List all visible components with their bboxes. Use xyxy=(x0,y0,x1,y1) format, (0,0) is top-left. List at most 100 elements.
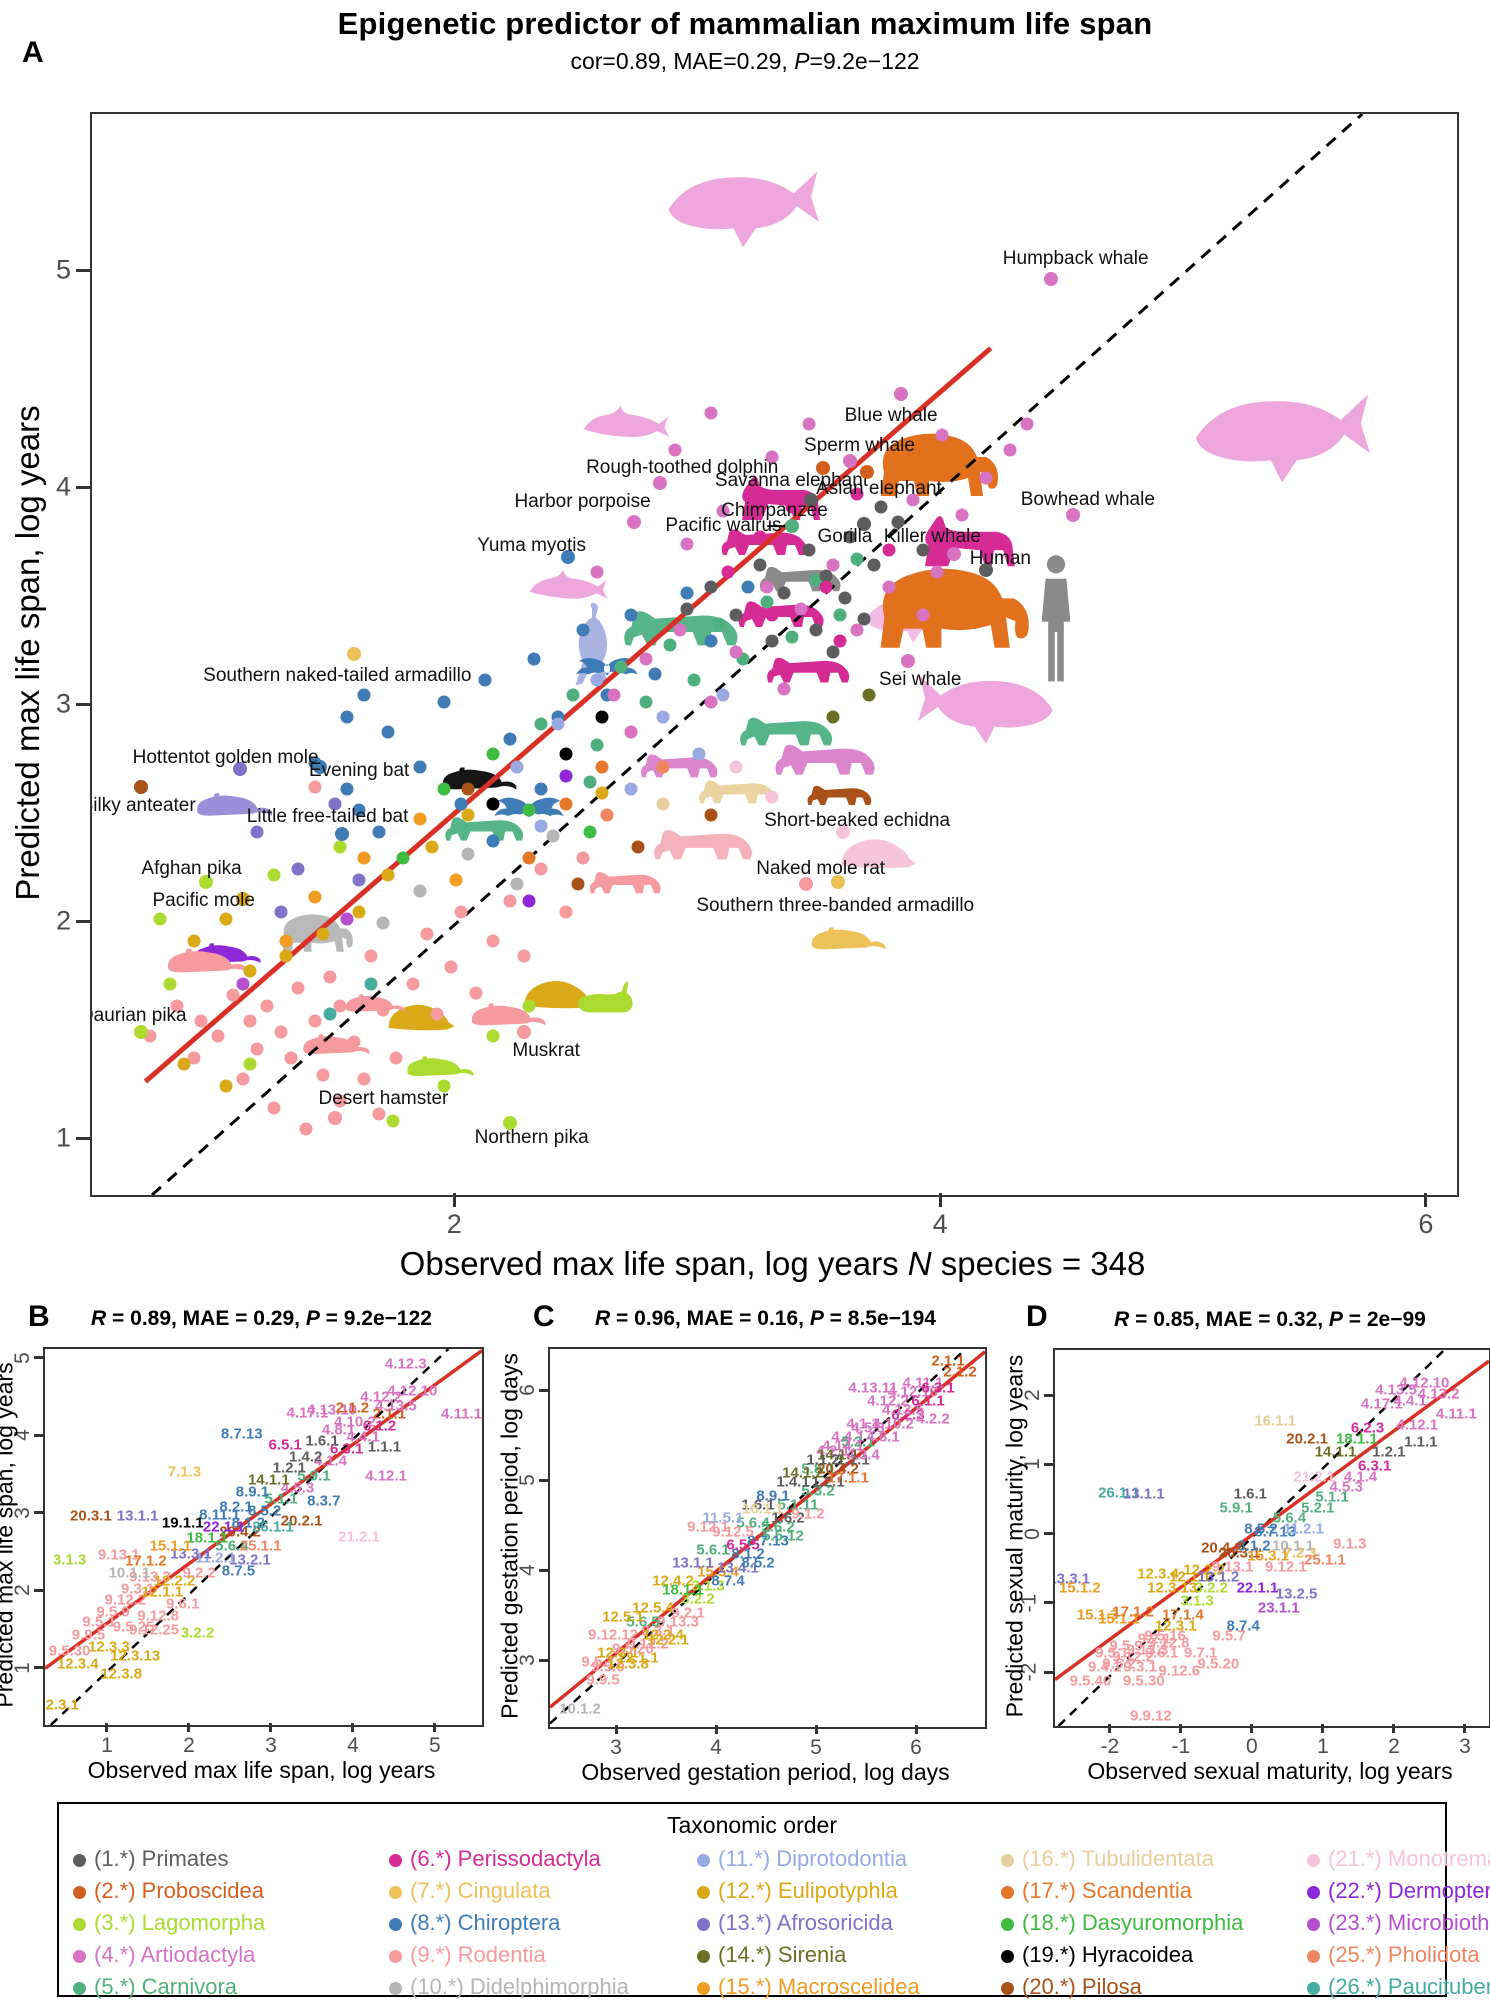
legend-item-microbiotheria: (23.*) Microbiotheria xyxy=(1307,1910,1490,1936)
taxon-code-point: 20.2.1 xyxy=(280,1512,323,1530)
taxon-code-point: 3.1.3 xyxy=(691,1577,725,1595)
taxon-code-point: 4.3.4 xyxy=(846,1446,880,1464)
scatter-point xyxy=(765,790,779,804)
species-point-silky-anteater xyxy=(133,779,148,794)
panel-B-plot: 4.12.3 4.12.2 4.11.1 4.17.1 4.13.10 2.1.2 2.1.… xyxy=(43,1347,484,1727)
scatter-point xyxy=(704,406,718,420)
scatter-point xyxy=(916,608,930,622)
scatter-point xyxy=(704,634,718,648)
scatter-point xyxy=(381,868,395,882)
species-label: Desert hamster xyxy=(318,1087,449,1109)
legend-dot-diprotodontia xyxy=(697,1853,710,1867)
scatter-point xyxy=(299,1122,313,1136)
y-tick xyxy=(539,1478,548,1482)
species-label: Killer whale xyxy=(883,526,981,548)
taxon-code-point: 5.5.12 xyxy=(762,1527,804,1545)
scatter-point xyxy=(437,1079,451,1093)
legend-label: (1.*) Primates xyxy=(94,1846,229,1871)
scatter-point xyxy=(352,873,366,887)
taxon-code-point: 14.1.1 xyxy=(1314,1443,1357,1461)
legend-label: (11.*) Diprotodontia xyxy=(718,1846,908,1871)
taxon-code-point: 5.1.1 xyxy=(1315,1488,1349,1506)
taxon-code-point: 9.12.5 xyxy=(712,1523,754,1541)
taxon-code-point: 12.2.2 xyxy=(153,1572,196,1590)
scatter-point xyxy=(639,695,653,709)
y-tick-label: 3 xyxy=(55,688,71,719)
x-tick xyxy=(914,1725,918,1734)
scatter-point xyxy=(274,905,288,919)
taxon-code-point: 9.9.5 xyxy=(586,1671,620,1689)
scatter-point xyxy=(583,825,597,839)
taxon-code-point: 20.2.1 xyxy=(1286,1430,1329,1448)
species-label: Silky anteater xyxy=(90,795,196,817)
scatter-point xyxy=(226,988,240,1002)
taxon-code-point: 4.8.1 xyxy=(866,1428,900,1446)
species-point-rough-toothed-dolphin xyxy=(653,475,668,490)
species-point-afghan-pika xyxy=(199,874,214,889)
taxon-code-point: 4.17.1 xyxy=(1360,1395,1403,1413)
scatter-point xyxy=(308,890,322,904)
species-label: Sperm whale xyxy=(804,434,915,456)
scatter-point xyxy=(576,851,590,865)
scatter-point xyxy=(833,634,847,648)
taxon-code-point: 4.12.1 xyxy=(365,1467,407,1485)
taxon-code-point: 6.5.1 xyxy=(268,1436,302,1454)
legend-dot-paucituberculata xyxy=(1307,1981,1320,1995)
scatter-point xyxy=(850,623,864,637)
x-tick-label: 6 xyxy=(910,1736,922,1759)
taxon-code-point: 4.5.3 xyxy=(851,1419,885,1437)
scatter-point xyxy=(546,829,560,843)
scatter-point xyxy=(211,1029,225,1043)
taxon-code-point: 13.1.1 xyxy=(672,1554,714,1572)
panel-C-xaxis-label: Observed gestation period, log days xyxy=(581,1759,950,1785)
species-point-daurian-pika xyxy=(133,1024,148,1039)
scatter-point xyxy=(486,1029,500,1043)
scatter-point xyxy=(716,688,730,702)
scatter-point xyxy=(704,808,718,822)
scatter-point xyxy=(680,602,694,616)
scatter-point xyxy=(559,747,573,761)
taxon-code-point: 13.2.1 xyxy=(229,1551,271,1569)
species-label: Sei whale xyxy=(879,669,962,691)
taxon-code-point: 9.2.1 xyxy=(1137,1630,1172,1648)
taxon-code-point: 8.1.2 xyxy=(231,1514,266,1532)
taxon-code-point: 9.5.1 xyxy=(581,1653,615,1671)
scatter-point xyxy=(284,1051,298,1065)
scatter-point xyxy=(765,634,779,648)
scatter-point xyxy=(503,894,517,908)
taxon-code-point: 20.4.2 xyxy=(219,1523,261,1541)
legend-item-pilosa: (20.*) Pilosa xyxy=(1001,1974,1142,2000)
legend-dot-monotremata xyxy=(1307,1853,1320,1867)
taxon-code-point: 4.12.2 xyxy=(867,1392,909,1410)
taxon-code-point: 9.12.1 xyxy=(1264,1558,1307,1576)
scatter-point xyxy=(692,747,706,761)
taxon-code-point: 2.1.1 xyxy=(931,1352,965,1370)
scatter-point xyxy=(656,760,670,774)
legend-item-rodentia: (9.*) Rodentia xyxy=(389,1942,546,1968)
taxon-code-point: 1.6.2 xyxy=(771,1509,805,1527)
species-label: Little free-tailed bat xyxy=(246,805,409,827)
species-point-little-free-tailed-bat xyxy=(335,827,350,842)
taxon-code-point: 1.6.1 xyxy=(1233,1485,1268,1503)
legend-dot-eulipotyphla xyxy=(697,1885,710,1899)
taxon-code-point: 8.5.2 xyxy=(1244,1520,1278,1538)
taxon-code-point: 13.4.1 xyxy=(717,1559,759,1577)
scatter-point xyxy=(559,905,573,919)
taxon-code-point: 2.1.2 xyxy=(335,1399,370,1417)
taxon-code-point: 1.6.1 xyxy=(741,1496,775,1514)
scatter-point xyxy=(590,673,604,687)
taxon-code-point: 4.12.10 xyxy=(387,1382,438,1400)
scatter-point xyxy=(187,934,201,948)
scatter-point xyxy=(316,927,330,941)
taxon-code-point: 10.1.1 xyxy=(108,1564,151,1582)
taxon-code-point: 4.13.5 xyxy=(375,1397,417,1415)
scatter-point xyxy=(279,949,293,963)
identity-line xyxy=(1057,1350,1446,1726)
species-point-naked-mole-rat xyxy=(799,877,814,892)
taxonomic-legend: Taxonomic order (1.*) Primates (2.*) Prob… xyxy=(57,1802,1490,2000)
taxon-code-point: 9.1.2 xyxy=(791,1505,825,1523)
scatter-point xyxy=(595,760,609,774)
taxon-code-point: 9.3.1 xyxy=(1123,1658,1157,1676)
legend-label: (2.*) Proboscidea xyxy=(94,1878,264,1903)
